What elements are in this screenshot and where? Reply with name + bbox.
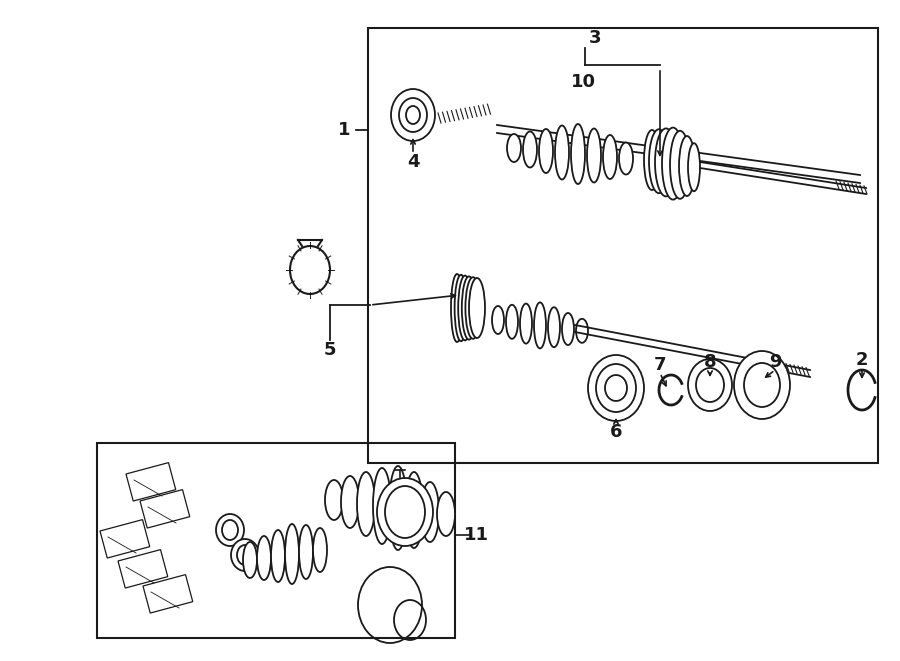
Ellipse shape — [462, 276, 476, 340]
Bar — [140, 490, 190, 528]
Ellipse shape — [523, 132, 537, 167]
Ellipse shape — [619, 143, 633, 175]
Ellipse shape — [506, 305, 518, 339]
Ellipse shape — [458, 276, 472, 340]
Ellipse shape — [391, 89, 435, 141]
Ellipse shape — [437, 492, 455, 536]
Ellipse shape — [216, 514, 244, 546]
Text: 10: 10 — [571, 73, 596, 91]
Ellipse shape — [571, 124, 585, 184]
Text: 11: 11 — [464, 526, 489, 544]
Ellipse shape — [454, 275, 467, 341]
Ellipse shape — [231, 539, 259, 571]
Bar — [368, 28, 878, 463]
Ellipse shape — [373, 468, 391, 544]
Text: 8: 8 — [704, 353, 716, 371]
Ellipse shape — [534, 302, 546, 348]
Bar — [118, 549, 167, 588]
Ellipse shape — [662, 128, 684, 200]
Ellipse shape — [688, 359, 732, 411]
Ellipse shape — [451, 274, 463, 342]
Ellipse shape — [421, 482, 439, 542]
Ellipse shape — [603, 135, 617, 179]
Ellipse shape — [649, 129, 669, 193]
Text: 9: 9 — [769, 353, 781, 371]
Bar — [126, 463, 176, 501]
Ellipse shape — [644, 130, 660, 190]
Ellipse shape — [469, 278, 485, 338]
Text: 6: 6 — [610, 423, 622, 441]
Ellipse shape — [257, 536, 271, 580]
Ellipse shape — [679, 136, 695, 196]
Ellipse shape — [377, 478, 433, 546]
Ellipse shape — [507, 134, 521, 162]
Ellipse shape — [670, 131, 690, 199]
Ellipse shape — [492, 306, 504, 334]
Bar — [100, 520, 149, 558]
Ellipse shape — [655, 128, 677, 196]
Text: 1: 1 — [338, 121, 350, 139]
Ellipse shape — [520, 303, 532, 344]
Ellipse shape — [243, 542, 257, 578]
Ellipse shape — [271, 530, 285, 582]
Text: 2: 2 — [856, 351, 868, 369]
Text: 5: 5 — [324, 341, 337, 359]
Bar — [97, 443, 455, 638]
Ellipse shape — [734, 351, 790, 419]
Text: 4: 4 — [407, 153, 419, 171]
Ellipse shape — [299, 525, 313, 579]
Text: 3: 3 — [589, 29, 601, 47]
Ellipse shape — [405, 472, 423, 548]
Ellipse shape — [562, 313, 574, 345]
Ellipse shape — [313, 528, 327, 572]
Ellipse shape — [341, 476, 359, 528]
Ellipse shape — [555, 126, 569, 180]
Ellipse shape — [587, 128, 601, 182]
Ellipse shape — [357, 472, 375, 536]
Text: 7: 7 — [653, 356, 666, 374]
Ellipse shape — [548, 307, 560, 347]
Ellipse shape — [588, 355, 644, 421]
Ellipse shape — [389, 466, 407, 550]
Bar — [143, 574, 193, 613]
Ellipse shape — [576, 319, 588, 343]
Ellipse shape — [325, 480, 343, 520]
Ellipse shape — [539, 129, 553, 173]
Ellipse shape — [465, 277, 481, 339]
Ellipse shape — [688, 143, 700, 191]
Ellipse shape — [285, 524, 299, 584]
